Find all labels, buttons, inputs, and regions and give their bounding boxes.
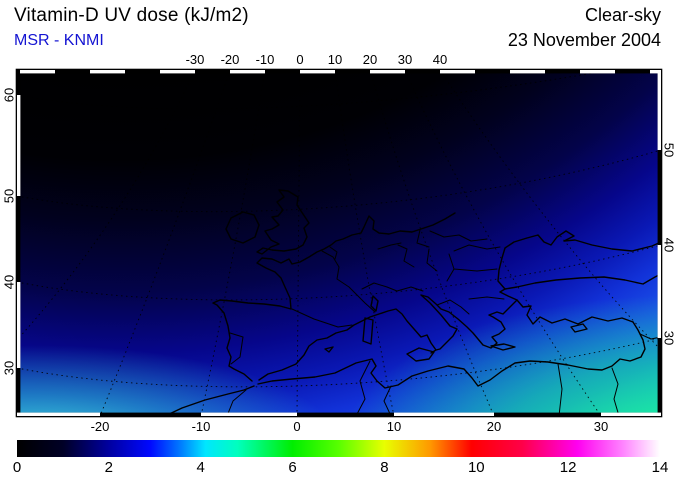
right-axis-tick-label: 30: [661, 330, 677, 346]
bottom-axis-tick-label: 10: [386, 419, 402, 434]
country-borders: [226, 229, 661, 416]
left-axis-tick-label: 40: [1, 274, 17, 290]
subtitle-msr-knmi: MSR - KNMI: [14, 32, 104, 49]
map-field: [17, 70, 661, 416]
header-right: Clear-sky 23 November 2004: [508, 5, 661, 51]
colorbar-tick-label: 12: [559, 459, 577, 476]
bottom-axis-tick-label: -20: [90, 419, 110, 434]
bottom-axis-tick-label: -10: [191, 419, 211, 434]
header-left: Vitamin-D UV dose (kJ/m2) MSR - KNMI: [14, 5, 249, 50]
colorbar-tick-label: 6: [288, 459, 297, 476]
top-axis-tick-label: -10: [255, 52, 275, 67]
colorbar-tick-label: 8: [380, 459, 389, 476]
top-axis-tick-label: 10: [327, 52, 343, 67]
top-axis-tick-label: 20: [362, 52, 378, 67]
right-axis-tick-label: 50: [661, 142, 677, 158]
colorbar-tick-label: 14: [651, 459, 669, 476]
coastlines: [164, 189, 661, 416]
colorbar-tick-label: 10: [467, 459, 485, 476]
left-axis-tick-label: 30: [1, 360, 17, 376]
graticule-grid: [17, 70, 661, 416]
page-title: Vitamin-D UV dose (kJ/m2): [14, 5, 249, 26]
map-frame: [15, 68, 663, 418]
left-axis-tick-label: 60: [1, 87, 17, 103]
top-axis-tick-label: 30: [397, 52, 413, 67]
top-axis-tick-label: -20: [220, 52, 240, 67]
bottom-axis-tick-label: 20: [486, 419, 502, 434]
condition-label: Clear-sky: [584, 5, 661, 25]
colorbar-tick-label: 2: [104, 459, 114, 476]
right-axis-tick-label: 40: [661, 237, 677, 253]
colorbar-tick-label: 4: [196, 459, 205, 476]
bottom-axis-tick-label: 30: [593, 419, 609, 434]
date-label: 23 November 2004: [507, 30, 661, 50]
top-axis-tick-label: 0: [296, 52, 304, 67]
southeast-green-glow: [17, 70, 661, 416]
top-axis-tick-label: 40: [432, 52, 448, 67]
colorbar-labels: 0 2 4 6 8 10 12 14: [13, 459, 669, 479]
colorbar-gradient: [17, 440, 660, 457]
top-axis-tick-label: -30: [185, 52, 205, 67]
colorbar-tick-label: 0: [12, 459, 22, 476]
left-axis-tick-label: 50: [1, 188, 17, 204]
bottom-axis-tick-label: 0: [293, 419, 301, 434]
